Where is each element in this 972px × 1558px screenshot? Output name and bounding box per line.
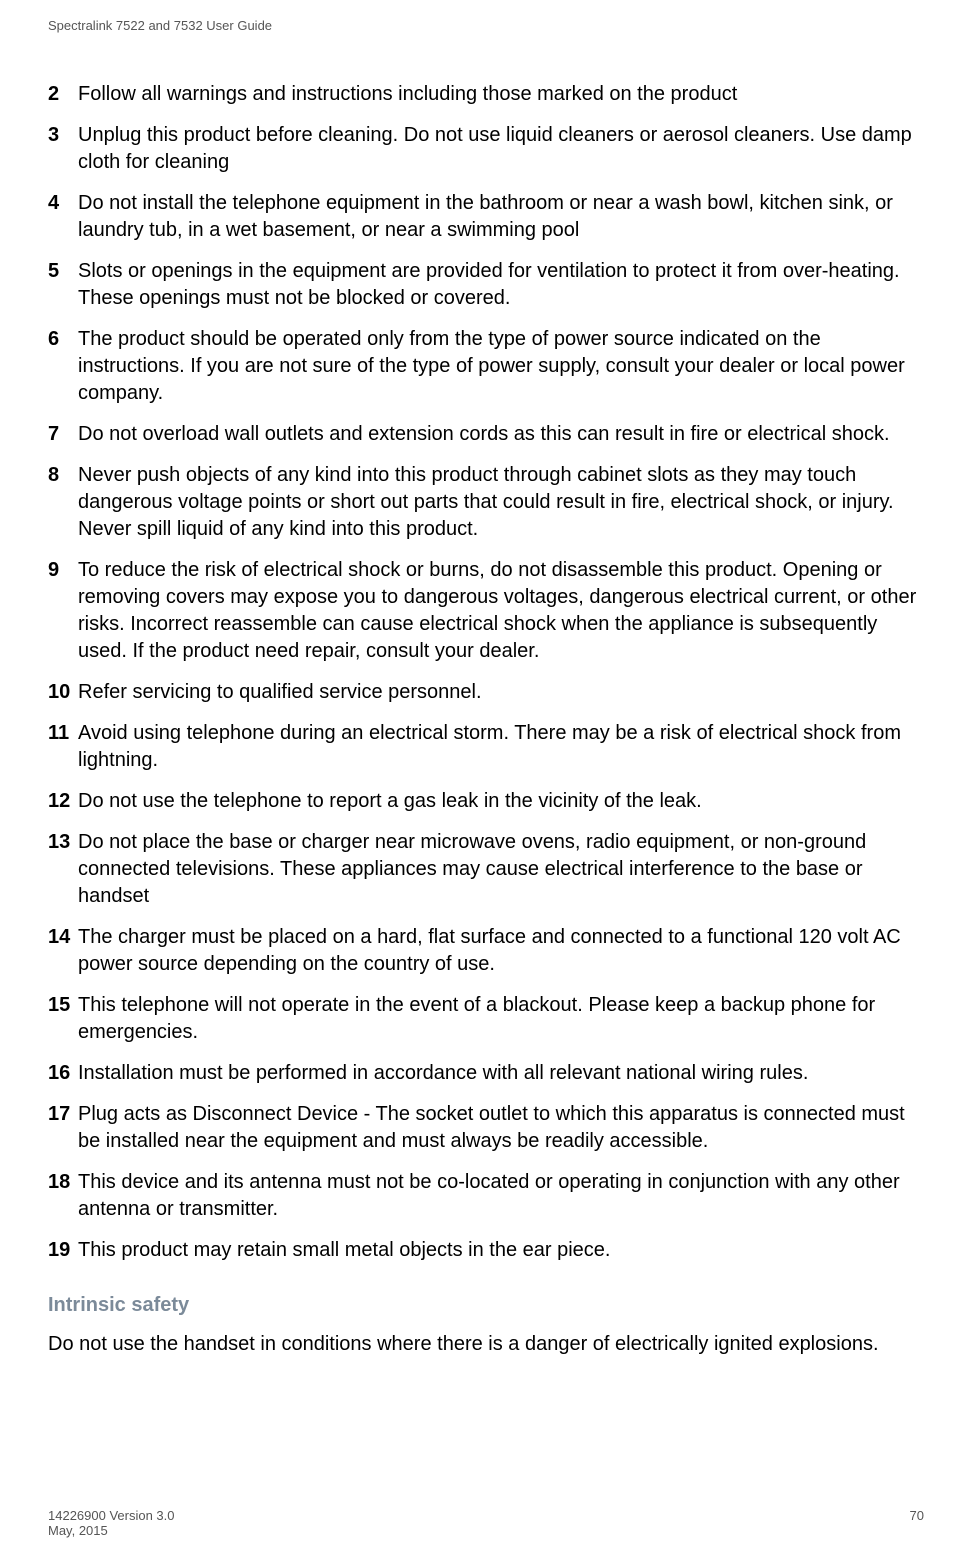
list-number: 12 — [48, 788, 78, 815]
list-number: 13 — [48, 829, 78, 856]
list-item: 6The product should be operated only fro… — [48, 326, 924, 407]
list-number: 15 — [48, 992, 78, 1019]
list-text: The product should be operated only from… — [78, 326, 924, 407]
list-number: 2 — [48, 81, 78, 108]
list-item: 5Slots or openings in the equipment are … — [48, 258, 924, 312]
list-number: 17 — [48, 1101, 78, 1128]
list-number: 3 — [48, 122, 78, 149]
list-item: 18This device and its antenna must not b… — [48, 1169, 924, 1223]
list-item: 11Avoid using telephone during an electr… — [48, 720, 924, 774]
list-item: 12Do not use the telephone to report a g… — [48, 788, 924, 815]
list-item: 17Plug acts as Disconnect Device - The s… — [48, 1101, 924, 1155]
list-text: Follow all warnings and instructions inc… — [78, 81, 924, 108]
footer-version: 14226900 Version 3.0 — [48, 1508, 175, 1523]
list-text: The charger must be placed on a hard, fl… — [78, 924, 924, 978]
list-text: This product may retain small metal obje… — [78, 1237, 924, 1264]
list-item: 4Do not install the telephone equipment … — [48, 190, 924, 244]
list-text: This device and its antenna must not be … — [78, 1169, 924, 1223]
page-footer: 14226900 Version 3.0 May, 2015 70 — [48, 1508, 924, 1538]
list-text: Installation must be performed in accord… — [78, 1060, 924, 1087]
list-item: 10Refer servicing to qualified service p… — [48, 679, 924, 706]
instructions-list: 2Follow all warnings and instructions in… — [48, 81, 924, 1264]
footer-page-number: 70 — [910, 1508, 924, 1538]
footer-left: 14226900 Version 3.0 May, 2015 — [48, 1508, 175, 1538]
list-number: 11 — [48, 720, 78, 747]
list-text: Do not use the telephone to report a gas… — [78, 788, 924, 815]
document-header: Spectralink 7522 and 7532 User Guide — [48, 18, 924, 33]
list-item: 9To reduce the risk of electrical shock … — [48, 557, 924, 665]
list-item: 8Never push objects of any kind into thi… — [48, 462, 924, 543]
list-item: 16Installation must be performed in acco… — [48, 1060, 924, 1087]
section-heading-intrinsic-safety: Intrinsic safety — [48, 1294, 924, 1317]
list-item: 7Do not overload wall outlets and extens… — [48, 421, 924, 448]
list-text: Never push objects of any kind into this… — [78, 462, 924, 543]
list-number: 16 — [48, 1060, 78, 1087]
section-body-intrinsic-safety: Do not use the handset in conditions whe… — [48, 1331, 924, 1358]
list-item: 19This product may retain small metal ob… — [48, 1237, 924, 1264]
list-text: Do not place the base or charger near mi… — [78, 829, 924, 910]
list-text: Plug acts as Disconnect Device - The soc… — [78, 1101, 924, 1155]
list-number: 9 — [48, 557, 78, 584]
list-number: 4 — [48, 190, 78, 217]
list-item: 14The charger must be placed on a hard, … — [48, 924, 924, 978]
list-item: 13Do not place the base or charger near … — [48, 829, 924, 910]
list-number: 10 — [48, 679, 78, 706]
list-text: Avoid using telephone during an electric… — [78, 720, 924, 774]
document-title: Spectralink 7522 and 7532 User Guide — [48, 18, 272, 33]
list-number: 5 — [48, 258, 78, 285]
list-text: Do not install the telephone equipment i… — [78, 190, 924, 244]
list-number: 7 — [48, 421, 78, 448]
list-number: 14 — [48, 924, 78, 951]
list-text: Unplug this product before cleaning. Do … — [78, 122, 924, 176]
list-number: 6 — [48, 326, 78, 353]
list-text: Refer servicing to qualified service per… — [78, 679, 924, 706]
list-text: To reduce the risk of electrical shock o… — [78, 557, 924, 665]
list-text: Slots or openings in the equipment are p… — [78, 258, 924, 312]
list-item: 15This telephone will not operate in the… — [48, 992, 924, 1046]
list-number: 19 — [48, 1237, 78, 1264]
list-number: 18 — [48, 1169, 78, 1196]
list-text: This telephone will not operate in the e… — [78, 992, 924, 1046]
list-item: 2Follow all warnings and instructions in… — [48, 81, 924, 108]
list-text: Do not overload wall outlets and extensi… — [78, 421, 924, 448]
page-container: Spectralink 7522 and 7532 User Guide 2Fo… — [0, 0, 972, 1558]
list-number: 8 — [48, 462, 78, 489]
footer-date: May, 2015 — [48, 1523, 175, 1538]
list-item: 3Unplug this product before cleaning. Do… — [48, 122, 924, 176]
